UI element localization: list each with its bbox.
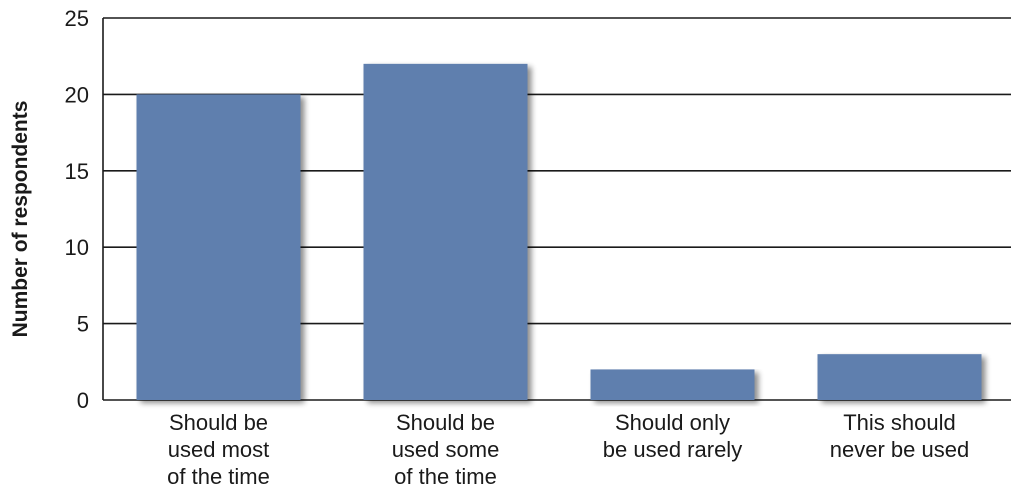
x-category-labels: Should be used most of the time Should be us… [167, 410, 969, 489]
y-tick-label: 0 [77, 388, 89, 413]
bar [136, 94, 301, 401]
y-tick-labels: 0 5 10 15 20 25 [65, 6, 89, 413]
x-category-label: Should be used most of the time [167, 410, 270, 489]
x-category-label: Should only be used rarely [603, 410, 742, 462]
x-category-label: This should never be used [830, 410, 969, 462]
bar [590, 369, 755, 400]
y-tick-label: 10 [65, 235, 89, 260]
y-tick-label: 25 [65, 6, 89, 31]
y-axis-title: Number of respondents [9, 101, 32, 338]
y-tick-label: 5 [77, 312, 89, 337]
bar [817, 354, 982, 400]
y-tick-label: 20 [65, 82, 89, 107]
bars [136, 63, 982, 401]
y-tick-label: 15 [65, 159, 89, 184]
x-category-label: Should be used some of the time [392, 410, 500, 489]
bar [363, 63, 528, 401]
